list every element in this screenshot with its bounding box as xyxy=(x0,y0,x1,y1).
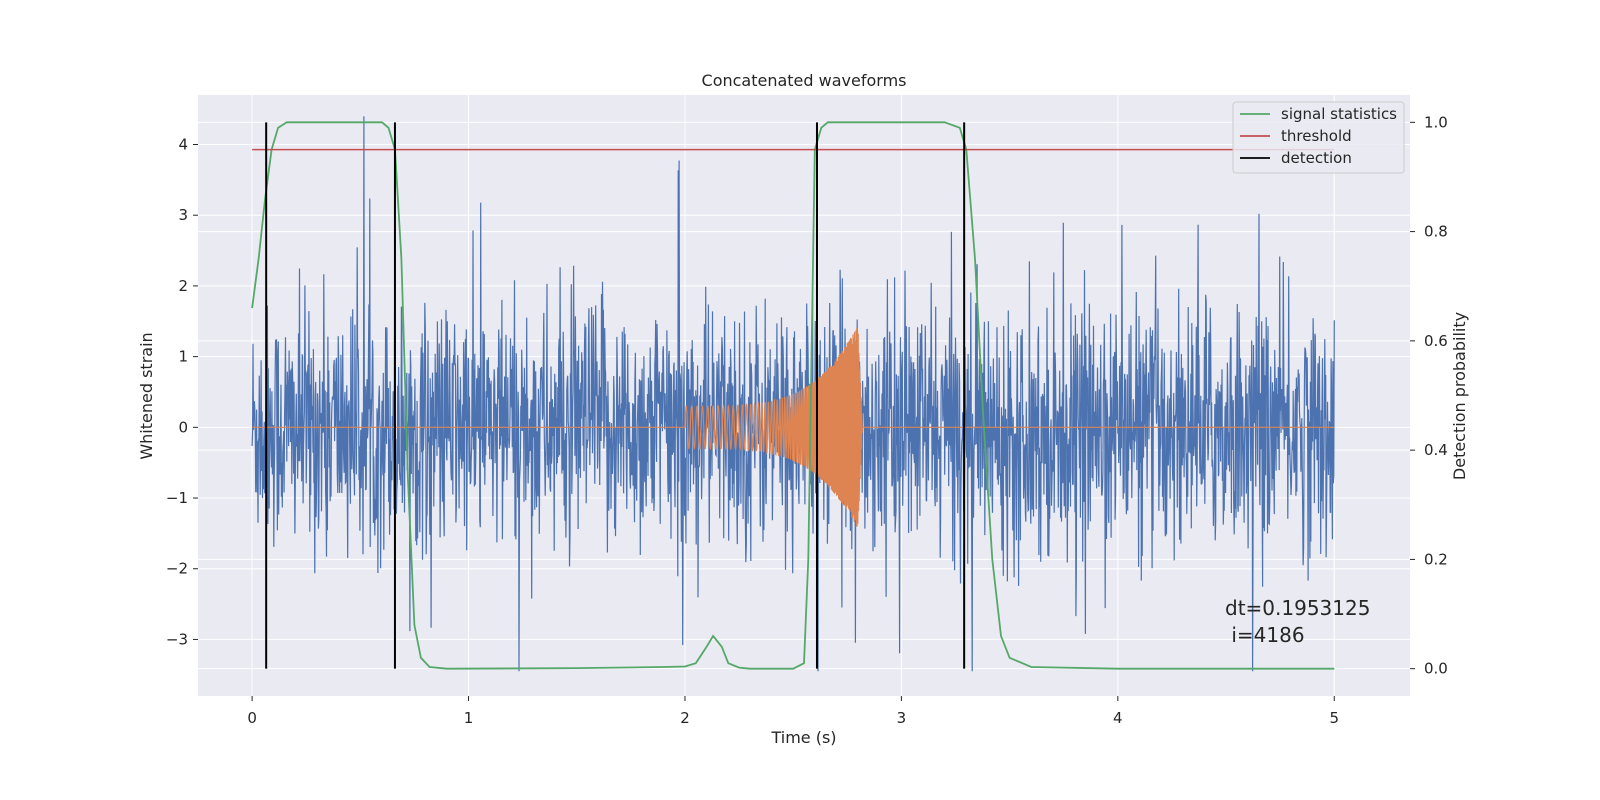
y-tick-label-7: 4 xyxy=(178,135,188,153)
legend-box xyxy=(1232,101,1405,174)
legend-label-signal: signal statistics xyxy=(1281,105,1397,123)
y-tick-label-1: −2 xyxy=(166,560,188,578)
detection-lines xyxy=(265,122,966,669)
legend-label-threshold: threshold xyxy=(1281,127,1352,145)
x-tick-label-5: 5 xyxy=(1329,709,1339,727)
x-tick-label-0: 0 xyxy=(247,709,257,727)
x-tick-label-4: 4 xyxy=(1113,709,1123,727)
y2-tick-label-4: 0.8 xyxy=(1424,223,1448,241)
y-tick-label-4: 1 xyxy=(178,348,188,366)
y2-axis-label: Detection probability xyxy=(1450,312,1469,480)
y2-tick-label-1: 0.2 xyxy=(1424,550,1448,568)
series-waveform xyxy=(252,327,1335,527)
y-tick-label-5: 2 xyxy=(178,277,188,295)
waveform-line xyxy=(252,327,1335,527)
y-tick-label-6: 3 xyxy=(178,206,188,224)
x-tick-label-1: 1 xyxy=(464,709,474,727)
x-tick-label-3: 3 xyxy=(897,709,907,727)
y-axis-label: Whitened strain xyxy=(137,332,156,459)
y2-tick-label-5: 1.0 xyxy=(1424,113,1448,131)
ticks: 0 1 2 3 4 5 −3 −2 −1 0 1 2 3 4 0.0 0.2 0.4 0.6 0.8 1.0 xyxy=(166,113,1448,727)
chart-title: Concatenated waveforms xyxy=(702,71,907,90)
legend-label-detection: detection xyxy=(1281,149,1352,167)
y2-tick-label-0: 0.0 xyxy=(1424,660,1448,678)
annotation-i: i=4186 xyxy=(1225,623,1305,647)
x-tick-label-2: 2 xyxy=(680,709,690,727)
annotation-dt: dt=0.1953125 xyxy=(1225,596,1370,620)
y-tick-label-0: −3 xyxy=(166,630,188,648)
y-tick-label-3: 0 xyxy=(178,418,188,436)
series-signal-statistics xyxy=(251,121,1335,670)
x-axis-label: Time (s) xyxy=(770,728,836,747)
y2-tick-label-3: 0.6 xyxy=(1424,332,1448,350)
y2-tick-label-2: 0.4 xyxy=(1424,441,1448,459)
legend: signal statistics threshold detection xyxy=(1232,101,1405,174)
signal-statistics-line xyxy=(251,121,1335,670)
y-tick-label-2: −1 xyxy=(166,489,188,507)
